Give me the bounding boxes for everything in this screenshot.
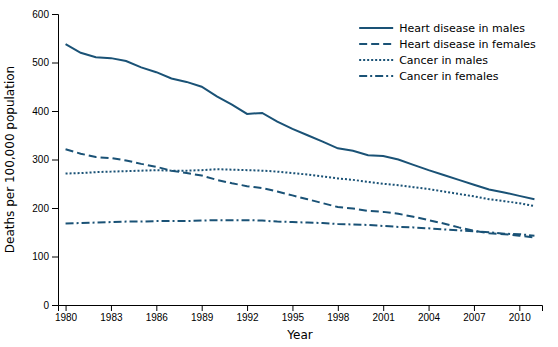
x-tick-label: 2010 (509, 312, 532, 323)
x-tick: 2004 (418, 305, 441, 323)
x-tick-mark (429, 305, 430, 311)
x-tick: 2001 (373, 305, 396, 323)
series-line (66, 169, 535, 206)
x-tick-label: 1992 (236, 312, 259, 323)
x-tick: 1992 (236, 305, 259, 323)
x-tick-label: 1998 (327, 312, 350, 323)
x-tick: 1980 (55, 305, 78, 323)
y-tick-label: 200 (32, 203, 49, 214)
y-tick-label: 500 (32, 57, 49, 68)
legend-label: Cancer in males (399, 54, 488, 67)
legend-item: Heart disease in females (359, 38, 536, 51)
y-tick-mark (52, 63, 58, 64)
y-tick-label: 0 (43, 300, 49, 311)
x-tick: 1989 (191, 305, 214, 323)
x-tick-label: 2007 (463, 312, 486, 323)
x-tick: 1995 (282, 305, 305, 323)
x-tick-mark (519, 305, 520, 311)
y-tick-mark (52, 14, 58, 15)
y-tick-label: 600 (32, 9, 49, 20)
y-tick: 100 (32, 251, 58, 262)
y-tick: 0 (43, 300, 58, 311)
x-tick-label: 2004 (418, 312, 441, 323)
x-tick-mark (474, 305, 475, 311)
y-tick-mark (52, 257, 58, 258)
x-tick-mark (156, 305, 157, 311)
lines (66, 44, 535, 238)
x-tick-label: 1986 (146, 312, 169, 323)
x-tick: 1986 (146, 305, 169, 323)
y-axis-line (52, 15, 59, 306)
x-tick-mark (111, 305, 112, 311)
legend-swatch (359, 75, 393, 77)
x-tick-mark (247, 305, 248, 311)
legend-item: Heart disease in males (359, 22, 525, 35)
x-tick-mark (202, 305, 203, 311)
x-axis: 1980 1983 1986 1989 1992 1995 1998 2001 2004 2007… (55, 305, 543, 323)
y-tick-mark (52, 305, 58, 306)
y-tick: 500 (32, 57, 58, 68)
legend-swatch (359, 27, 393, 29)
x-axis-title: Year (286, 328, 312, 342)
x-tick-mark (66, 305, 67, 311)
y-tick-label: 100 (32, 251, 49, 262)
legend-item: Cancer in females (359, 70, 499, 83)
y-tick: 200 (32, 203, 58, 214)
x-tick: 2007 (463, 305, 486, 323)
x-tick-label: 1980 (55, 312, 78, 323)
y-tick-mark (52, 160, 58, 161)
x-axis-line (59, 306, 543, 312)
y-tick: 600 (32, 9, 58, 20)
x-tick: 1998 (327, 305, 350, 323)
x-tick-label: 1989 (191, 312, 214, 323)
y-tick-label: 400 (32, 106, 49, 117)
plot-area: 1980 1983 1986 1989 1992 1995 1998 2001 2004 2007… (32, 9, 542, 323)
legend-swatch (359, 43, 393, 45)
legend-label: Heart disease in males (399, 22, 525, 35)
legend-item: Cancer in males (359, 54, 488, 67)
series-line (66, 220, 535, 236)
y-axis-title: Deaths per 100,000 population (3, 66, 17, 253)
y-tick-mark (52, 208, 58, 209)
legend: Heart disease in males Heart disease in f… (359, 22, 536, 83)
x-tick: 1983 (100, 305, 123, 323)
series-line (66, 149, 535, 237)
x-tick-mark (292, 305, 293, 311)
x-tick-mark (338, 305, 339, 311)
chart: 1980 1983 1986 1989 1992 1995 1998 2001 2004 2007… (0, 0, 558, 347)
legend-swatch (359, 59, 393, 61)
y-tick-mark (52, 111, 58, 112)
x-tick-label: 1983 (100, 312, 123, 323)
legend-label: Cancer in females (399, 70, 499, 83)
x-tick-mark (383, 305, 384, 311)
legend-label: Heart disease in females (399, 38, 536, 51)
x-tick-label: 2001 (373, 312, 396, 323)
x-tick: 2010 (509, 305, 532, 323)
y-tick-label: 300 (32, 154, 49, 165)
y-tick: 300 (32, 154, 58, 165)
y-tick: 400 (32, 106, 58, 117)
x-tick-label: 1995 (282, 312, 305, 323)
y-axis: 0 100 200 300 400 500 600 (32, 9, 58, 311)
series-line (66, 44, 535, 199)
